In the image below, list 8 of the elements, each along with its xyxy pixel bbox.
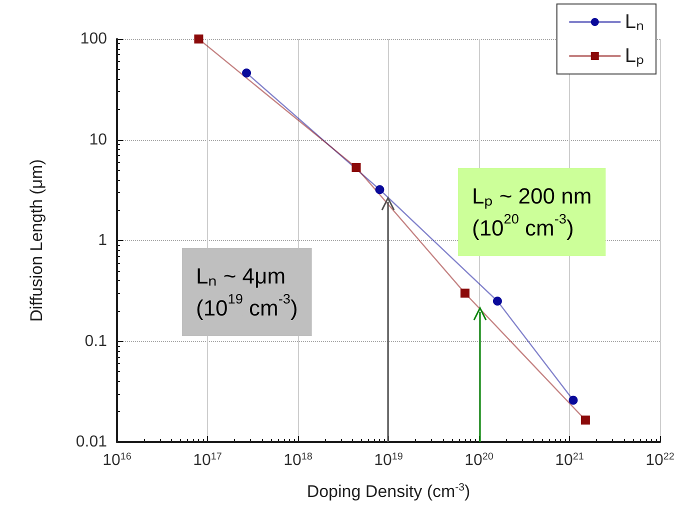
y-tick-label: 100: [80, 30, 108, 48]
y-tick-label: 10: [89, 131, 108, 148]
legend-label: Lₙ: [624, 11, 644, 33]
y-tick-label: 1: [98, 232, 108, 249]
y-axis-title: Diffusion Length (μm): [27, 159, 46, 322]
y-tick-label: 0.1: [84, 332, 108, 350]
y-tick-label: 0.01: [76, 434, 108, 450]
legend-label: Lₚ: [624, 45, 644, 67]
